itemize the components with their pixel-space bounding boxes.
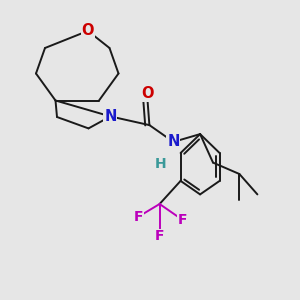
Text: F: F xyxy=(155,230,164,243)
Text: F: F xyxy=(177,213,187,226)
Text: N: N xyxy=(104,109,117,124)
Text: O: O xyxy=(82,23,94,38)
Text: N: N xyxy=(167,134,180,149)
Text: F: F xyxy=(134,210,143,224)
Text: O: O xyxy=(141,86,153,101)
Text: H: H xyxy=(155,157,166,170)
